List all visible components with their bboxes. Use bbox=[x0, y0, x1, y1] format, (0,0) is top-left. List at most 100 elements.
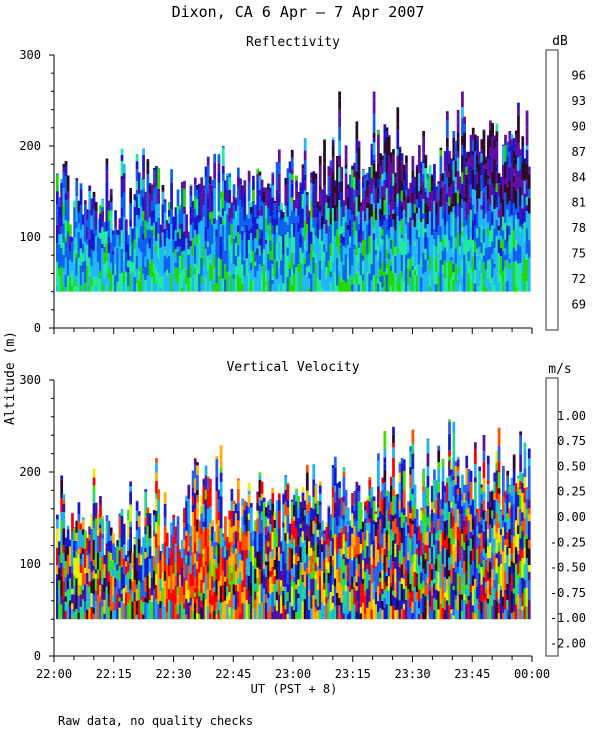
echo-cell bbox=[271, 515, 275, 533]
echo-cell bbox=[325, 273, 329, 278]
echo-cell bbox=[415, 554, 419, 574]
echo-cell bbox=[219, 472, 223, 482]
echo-cell bbox=[519, 226, 522, 233]
echo-cell bbox=[456, 456, 460, 460]
echo-cell bbox=[176, 251, 180, 262]
echo-cell bbox=[105, 160, 109, 165]
echo-cell bbox=[359, 222, 363, 235]
echo-cell bbox=[402, 209, 406, 229]
echo-cell bbox=[96, 237, 100, 254]
echo-cell bbox=[172, 589, 176, 604]
echo-cell bbox=[234, 197, 238, 200]
echo-cell bbox=[219, 575, 223, 586]
echo-cell bbox=[206, 246, 210, 251]
echo-cell bbox=[243, 193, 247, 209]
echo-cell bbox=[321, 256, 324, 269]
echo-cell bbox=[355, 220, 359, 231]
echo-cell bbox=[122, 192, 126, 202]
echo-cell bbox=[99, 232, 102, 239]
echo-cell bbox=[527, 513, 531, 522]
echo-cell bbox=[426, 260, 430, 277]
echo-cell bbox=[118, 273, 122, 292]
echo-cell bbox=[501, 239, 505, 251]
echo-cell bbox=[163, 255, 167, 260]
echo-cell bbox=[249, 578, 253, 583]
echo-cell bbox=[512, 159, 516, 169]
echo-cell bbox=[198, 234, 201, 255]
echo-cell bbox=[79, 523, 83, 530]
echo-cell bbox=[202, 479, 206, 486]
echo-cell bbox=[310, 182, 313, 201]
echo-cell bbox=[413, 212, 417, 228]
echo-cell bbox=[107, 520, 111, 523]
echo-cell bbox=[290, 149, 294, 158]
echo-cell bbox=[482, 255, 486, 263]
echo-cell bbox=[81, 216, 85, 225]
echo-cell bbox=[202, 566, 206, 583]
echo-cell bbox=[467, 177, 471, 187]
echo-cell bbox=[497, 613, 501, 620]
echo-cell bbox=[338, 115, 341, 127]
echo-cell bbox=[146, 556, 150, 571]
echo-cell bbox=[249, 596, 253, 615]
echo-cell bbox=[114, 263, 117, 276]
echo-cell bbox=[402, 200, 406, 210]
echo-cell bbox=[323, 530, 326, 534]
echo-cell bbox=[465, 203, 469, 221]
echo-cell bbox=[443, 567, 447, 578]
echo-field bbox=[56, 91, 531, 292]
echo-cell bbox=[372, 500, 376, 521]
echo-cell bbox=[245, 275, 249, 292]
echo-cell bbox=[112, 580, 115, 596]
echo-cell bbox=[344, 557, 348, 566]
echo-cell bbox=[411, 536, 415, 556]
echo-cell bbox=[504, 282, 507, 292]
echo-cell bbox=[221, 147, 225, 166]
echo-cell bbox=[168, 239, 171, 256]
echo-cell bbox=[318, 575, 322, 590]
echo-cell bbox=[458, 530, 462, 550]
echo-cell bbox=[204, 560, 208, 566]
echo-cell bbox=[148, 211, 152, 218]
echo-cell bbox=[355, 196, 359, 217]
echo-cell bbox=[293, 199, 296, 212]
echo-cell bbox=[211, 576, 214, 589]
echo-cell bbox=[116, 608, 120, 620]
echo-cell bbox=[389, 606, 393, 620]
echo-cell bbox=[437, 271, 441, 276]
echo-cell bbox=[299, 501, 303, 511]
echo-cell bbox=[312, 273, 316, 292]
echo-cell bbox=[131, 228, 135, 243]
echo-cell bbox=[84, 282, 87, 292]
echo-cell bbox=[215, 273, 219, 283]
echo-cell bbox=[288, 161, 292, 162]
echo-cell bbox=[340, 281, 344, 292]
echo-cell bbox=[400, 527, 404, 544]
echo-cell bbox=[392, 590, 395, 596]
echo-cell bbox=[58, 602, 61, 620]
echo-cell bbox=[241, 550, 245, 561]
echo-cell bbox=[316, 218, 320, 223]
echo-cell bbox=[523, 277, 527, 292]
echo-cell bbox=[456, 595, 460, 611]
echo-cell bbox=[185, 520, 189, 531]
echo-cell bbox=[273, 547, 277, 561]
echo-cell bbox=[94, 578, 98, 591]
echo-cell bbox=[392, 190, 395, 210]
echo-cell bbox=[333, 200, 337, 205]
echo-cell bbox=[152, 251, 156, 264]
echo-cell bbox=[499, 589, 503, 602]
echo-cell bbox=[377, 453, 380, 461]
echo-cell bbox=[168, 576, 171, 589]
echo-cell bbox=[252, 240, 255, 252]
echo-cell bbox=[452, 185, 456, 194]
echo-cell bbox=[142, 233, 145, 240]
echo-cell bbox=[264, 194, 268, 206]
echo-cell bbox=[400, 234, 404, 239]
echo-cell bbox=[525, 211, 529, 229]
echo-cell bbox=[213, 531, 217, 542]
echo-cell bbox=[486, 538, 490, 547]
echo-cell bbox=[433, 269, 436, 284]
echo-cell bbox=[60, 475, 64, 476]
echo-cell bbox=[443, 154, 447, 172]
